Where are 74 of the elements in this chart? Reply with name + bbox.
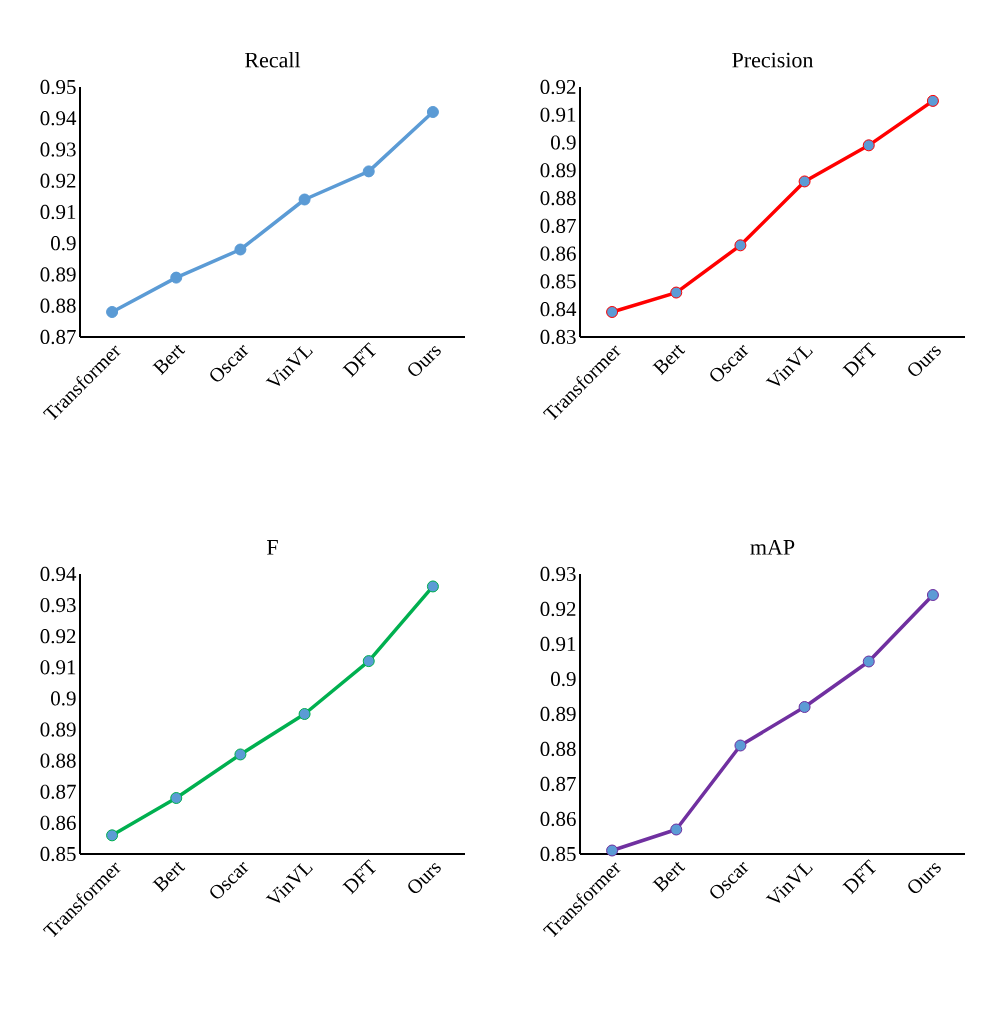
chart-title: Precision bbox=[732, 52, 814, 68]
y-tick-label: 0.85 bbox=[540, 274, 576, 289]
x-tick-label: Ours bbox=[408, 862, 441, 894]
y-tick-label: 0.87 bbox=[540, 218, 576, 234]
y-tick-label: 0.88 bbox=[40, 753, 76, 768]
y-tick-label: 0.92 bbox=[540, 601, 576, 617]
y-tick-label: 0.86 bbox=[540, 811, 576, 827]
y-tick-label: 0.87 bbox=[540, 776, 576, 792]
point bbox=[170, 271, 183, 284]
point bbox=[734, 239, 747, 252]
chart-title: F bbox=[267, 540, 278, 555]
point bbox=[362, 165, 375, 178]
y-tick-label: 0.95 bbox=[40, 79, 76, 95]
x-tick-label: Bert bbox=[652, 862, 686, 893]
y-tick-label: 0.92 bbox=[40, 173, 76, 188]
point bbox=[106, 306, 119, 318]
x-tick-label: Ours bbox=[908, 862, 941, 894]
point bbox=[734, 739, 747, 752]
point bbox=[298, 193, 311, 206]
y-tick-label: 0.89 bbox=[40, 267, 76, 282]
y-tick-label: 0.9 bbox=[551, 135, 576, 150]
point bbox=[926, 94, 939, 107]
x-tick-label: Bert bbox=[652, 345, 686, 376]
y-tick-label: 0.93 bbox=[540, 566, 576, 582]
x-tick-label: Ours bbox=[908, 345, 941, 377]
point bbox=[606, 844, 619, 857]
y-tick-label: 0.91 bbox=[40, 204, 76, 220]
x-tick-label: Ours bbox=[408, 345, 441, 377]
point bbox=[798, 175, 811, 188]
point bbox=[862, 139, 875, 152]
y-tick-label: 0.9 bbox=[51, 691, 76, 706]
y-tick-label: 0.88 bbox=[40, 298, 76, 313]
point bbox=[362, 655, 375, 668]
y-tick-label: 0.91 bbox=[540, 107, 576, 122]
point bbox=[170, 792, 183, 805]
y-tick-label: 0.94 bbox=[40, 566, 77, 582]
y-tick-label: 0.87 bbox=[40, 784, 76, 799]
chart-title: mAP bbox=[750, 539, 795, 555]
point bbox=[798, 701, 811, 714]
y-tick-label: 0.94 bbox=[40, 111, 77, 126]
point bbox=[862, 655, 875, 668]
y-tick-label: 0.9 bbox=[551, 671, 576, 687]
y-tick-label: 0.85 bbox=[40, 846, 76, 862]
y-tick-label: 0.89 bbox=[40, 722, 76, 737]
y-tick-label: 0.84 bbox=[540, 302, 577, 317]
point bbox=[426, 580, 439, 593]
point bbox=[298, 708, 311, 721]
y-tick-label: 0.85 bbox=[540, 846, 576, 862]
y-tick-label: 0.86 bbox=[540, 246, 576, 261]
x-tick-label: Bert bbox=[152, 862, 186, 893]
y-tick-label: 0.93 bbox=[40, 597, 76, 613]
point bbox=[234, 748, 247, 761]
y-tick-label: 0.89 bbox=[540, 163, 576, 178]
y-tick-label: 0.92 bbox=[40, 629, 76, 644]
chart-title: Recall bbox=[245, 52, 301, 68]
point bbox=[234, 243, 247, 256]
y-tick-label: 0.91 bbox=[40, 660, 76, 675]
y-tick-label: 0.88 bbox=[540, 190, 576, 206]
x-tick-label: Bert bbox=[152, 345, 186, 376]
point bbox=[606, 306, 619, 318]
y-tick-label: 0.91 bbox=[540, 636, 576, 652]
point bbox=[106, 829, 119, 842]
y-tick-label: 0.87 bbox=[40, 329, 76, 345]
point bbox=[926, 589, 939, 602]
y-tick-label: 0.88 bbox=[540, 741, 576, 757]
y-tick-label: 0.83 bbox=[540, 329, 576, 345]
y-tick-label: 0.93 bbox=[40, 142, 76, 157]
y-tick-label: 0.92 bbox=[540, 79, 576, 95]
point bbox=[670, 823, 683, 836]
point bbox=[426, 106, 439, 118]
point bbox=[670, 286, 683, 299]
y-tick-label: 0.86 bbox=[40, 815, 76, 831]
y-tick-label: 0.89 bbox=[540, 706, 576, 722]
y-tick-label: 0.9 bbox=[51, 236, 76, 251]
